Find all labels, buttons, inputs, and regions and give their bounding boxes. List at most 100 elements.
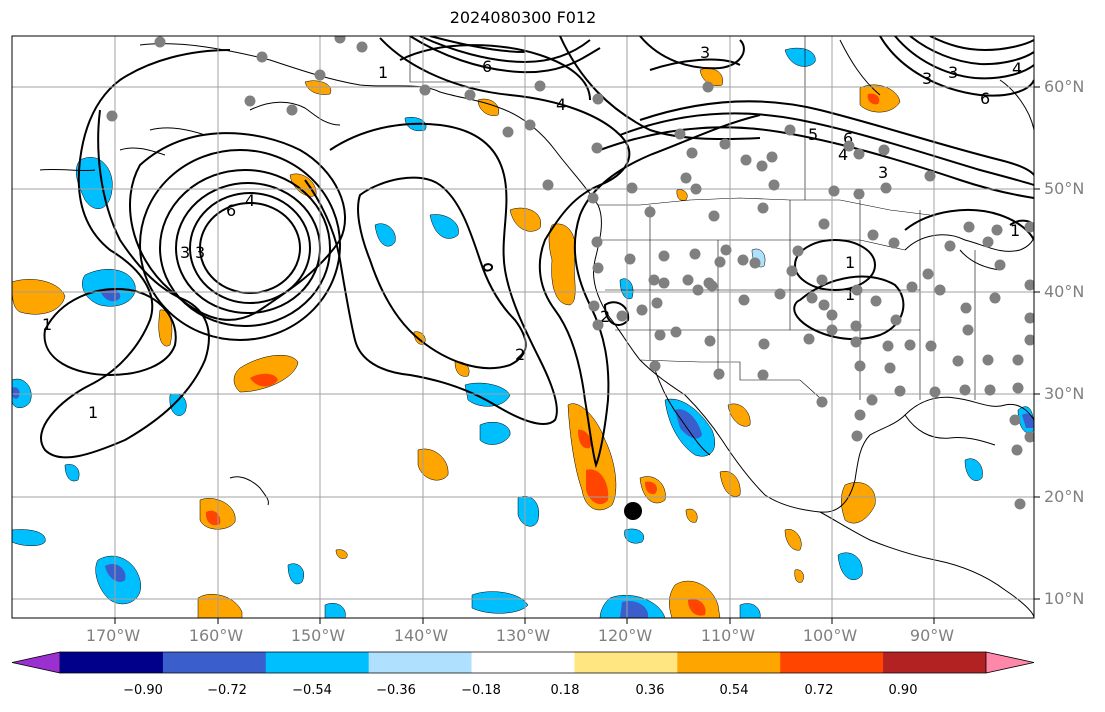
station-marker: [792, 245, 804, 257]
station-marker: [888, 237, 900, 249]
station-marker: [878, 144, 890, 156]
lat-label: 20°N: [1044, 487, 1085, 506]
station-marker: [588, 300, 600, 312]
lat-label: 60°N: [1044, 77, 1085, 96]
station-marker: [154, 36, 166, 48]
station-marker: [703, 277, 715, 289]
contour-label: 6: [482, 57, 492, 76]
station-marker: [704, 335, 716, 347]
contour-label: 3: [922, 69, 932, 88]
station-marker: [853, 148, 865, 160]
station-marker: [818, 299, 830, 311]
station-marker: [843, 140, 855, 152]
station-marker: [670, 326, 682, 338]
station-marker: [356, 41, 368, 53]
station-marker: [963, 221, 975, 233]
colorbar-segment: [368, 652, 473, 673]
station-marker: [850, 320, 862, 332]
contour-label: 3: [195, 243, 205, 262]
lat-label: 40°N: [1044, 282, 1085, 301]
station-marker: [1024, 221, 1034, 233]
station-marker: [651, 297, 663, 309]
station-marker: [626, 182, 638, 194]
station-marker: [654, 329, 666, 341]
political-borders: [409, 36, 976, 400]
station-marker: [682, 274, 694, 286]
contour-label: 3: [878, 163, 888, 182]
contour-label: 4: [1012, 59, 1022, 78]
station-marker: [702, 81, 714, 93]
station-marker: [106, 110, 118, 122]
colorbar-tick-label: 0.18: [550, 683, 580, 698]
station-marker: [419, 84, 431, 96]
colorbar-extend-min: [11, 651, 61, 674]
contour-label: 2: [600, 307, 610, 326]
station-marker: [882, 340, 894, 352]
station-marker: [766, 151, 778, 163]
anomaly-fill-layer: [12, 47, 1034, 618]
station-marker: [816, 396, 828, 408]
station-marker: [982, 354, 994, 366]
station-marker: [591, 142, 603, 154]
station-marker: [1024, 431, 1034, 443]
station-marker: [502, 126, 514, 138]
station-marker: [925, 340, 937, 352]
station-marker: [982, 236, 994, 248]
colorbar-tick-label: 0.36: [635, 683, 665, 698]
station-marker: [737, 254, 749, 266]
station-marker: [738, 294, 750, 306]
station-marker: [314, 69, 326, 81]
station-marker: [952, 355, 964, 367]
station-marker: [989, 292, 1001, 304]
contour-label-layer: 6 4 3 3 1 1 2 2 1 6 4 3 5 6 4 3 3 3 6 4 …: [42, 43, 1022, 422]
station-marker: [1009, 414, 1021, 426]
station-marker: [758, 338, 770, 350]
station-marker: [592, 319, 604, 331]
lat-label: 10°N: [1044, 589, 1085, 608]
lon-label: 110°W: [700, 626, 756, 645]
map-title: 2024080300 F012: [449, 8, 597, 27]
tick-marks: [114, 86, 1040, 624]
contour-label: 1: [1010, 221, 1020, 240]
station-marker: [880, 182, 892, 194]
station-marker: [692, 284, 704, 296]
colorbar-segment: [883, 652, 987, 673]
station-marker: [904, 339, 916, 351]
station-marker: [929, 386, 941, 398]
station-marker: [256, 51, 268, 63]
station-marker: [774, 288, 786, 300]
colorbar-tick-label: 0.54: [719, 683, 749, 698]
station-marker: [984, 384, 996, 396]
station-marker: [959, 384, 971, 396]
map-panel: 6 4 3 3 1 1 2 2 1 6 4 3 5 6 4 3 3 3 6 4 …: [12, 36, 1034, 618]
station-marker: [1011, 444, 1023, 456]
station-marker: [740, 154, 752, 166]
station-marker: [680, 172, 692, 184]
station-marker: [867, 229, 879, 241]
lat-label: 50°N: [1044, 179, 1085, 198]
colorbar-tick-label: −0.54: [292, 683, 332, 698]
station-marker: [806, 292, 818, 304]
station-marker: [624, 253, 636, 265]
station-markers: [106, 36, 1034, 510]
station-marker: [524, 119, 536, 131]
colorbar-segment: [677, 652, 781, 673]
station-marker: [719, 138, 731, 150]
contour-label: 3: [180, 243, 190, 262]
colorbar-segment: [780, 652, 884, 673]
colorbar-extend-max: [985, 651, 1035, 674]
station-marker: [534, 80, 546, 92]
coastlines: [39, 39, 1034, 618]
contour-label: 6: [843, 129, 853, 148]
station-marker: [826, 324, 838, 336]
contour-label: 6: [226, 201, 236, 220]
station-marker: [244, 95, 256, 107]
station-marker: [616, 310, 628, 322]
station-marker: [334, 36, 346, 44]
station-marker: [786, 265, 798, 277]
station-marker: [768, 179, 780, 191]
contour-label: 4: [245, 191, 255, 210]
station-marker: [1024, 279, 1034, 291]
station-marker: [894, 385, 906, 397]
